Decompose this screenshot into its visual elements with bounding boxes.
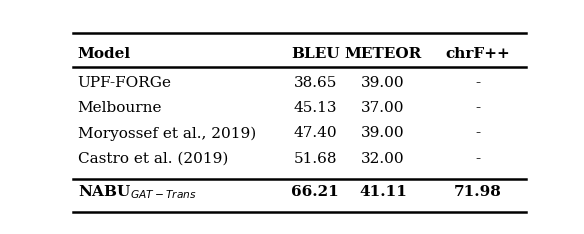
Text: 45.13: 45.13 xyxy=(293,101,337,115)
Text: -: - xyxy=(475,101,481,115)
Text: Model: Model xyxy=(78,47,131,61)
Text: 39.00: 39.00 xyxy=(361,127,405,140)
Text: Moryossef et al., 2019): Moryossef et al., 2019) xyxy=(78,126,256,141)
Text: -: - xyxy=(475,76,481,90)
Text: UPF-FORGe: UPF-FORGe xyxy=(78,76,172,90)
Text: NABU$_{GAT-Trans}$: NABU$_{GAT-Trans}$ xyxy=(78,183,196,201)
Text: chrF++: chrF++ xyxy=(446,47,510,61)
Text: 41.11: 41.11 xyxy=(359,185,407,199)
Text: 47.40: 47.40 xyxy=(293,127,337,140)
Text: 51.68: 51.68 xyxy=(293,152,337,166)
Text: 39.00: 39.00 xyxy=(361,76,405,90)
Text: BLEU: BLEU xyxy=(291,47,339,61)
Text: -: - xyxy=(475,152,481,166)
Text: METEOR: METEOR xyxy=(345,47,422,61)
Text: -: - xyxy=(475,127,481,140)
Text: 38.65: 38.65 xyxy=(293,76,337,90)
Text: 32.00: 32.00 xyxy=(361,152,405,166)
Text: 71.98: 71.98 xyxy=(454,185,502,199)
Text: Melbourne: Melbourne xyxy=(78,101,162,115)
Text: Castro et al. (2019): Castro et al. (2019) xyxy=(78,152,228,166)
Text: 37.00: 37.00 xyxy=(361,101,405,115)
Text: 66.21: 66.21 xyxy=(291,185,339,199)
